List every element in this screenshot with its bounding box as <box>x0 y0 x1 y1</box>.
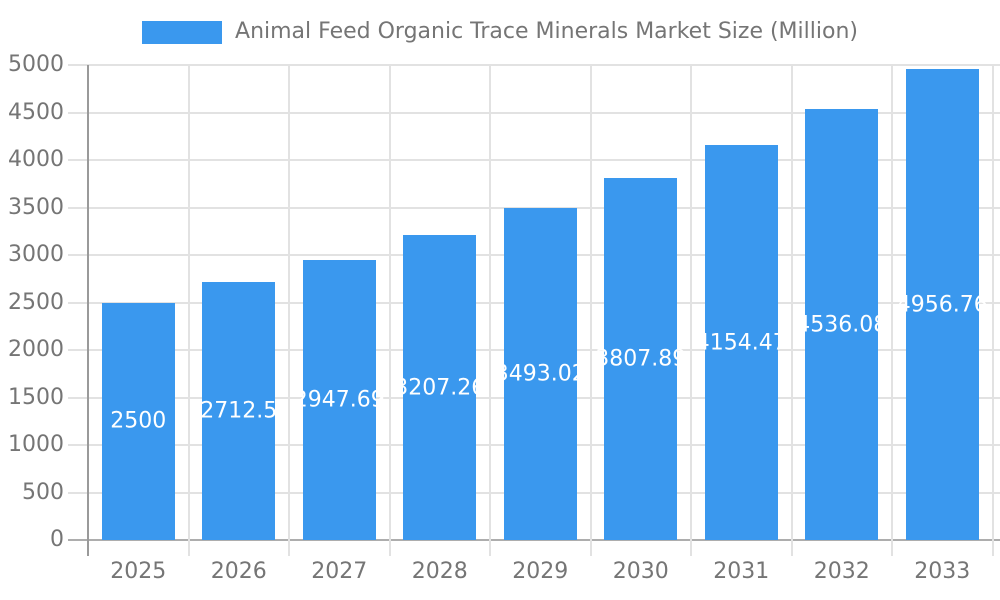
bar-value-label: 3807.89 <box>595 346 687 372</box>
y-tick-label: 500 <box>22 479 64 505</box>
bar: 2947.69 <box>294 259 385 540</box>
y-tick-label: 1500 <box>8 384 64 410</box>
y-tick-label: 0 <box>50 527 64 552</box>
gridline-vertical <box>288 64 290 556</box>
bar: 4154.47 <box>696 145 787 540</box>
gridline-vertical <box>589 64 592 556</box>
bar-value-label: 2500 <box>110 408 167 434</box>
x-tick-label: 2027 <box>311 559 368 584</box>
gridline-horizontal <box>68 206 1000 209</box>
bar: 4956.76 <box>897 69 988 540</box>
y-tick-label: 4000 <box>8 147 64 172</box>
gridline-horizontal <box>68 111 1000 114</box>
bar: 3493.02 <box>495 208 586 540</box>
x-tick-label: 2026 <box>210 559 267 584</box>
x-tick-label: 2032 <box>813 559 870 584</box>
bar: 3807.89 <box>595 178 686 540</box>
gridline-vertical <box>489 64 491 556</box>
bar-value-label: 4154.47 <box>695 330 787 356</box>
y-tick-label: 2000 <box>8 337 64 362</box>
bar-value-label: 4956.76 <box>896 292 988 318</box>
bar: 2712.5 <box>200 282 278 540</box>
bar-value-label: 3207.26 <box>394 375 486 401</box>
bar-value-label: 2712.5 <box>200 398 278 424</box>
legend-swatch <box>142 20 223 44</box>
gridline-horizontal <box>68 64 1000 66</box>
x-tick-label: 2033 <box>914 559 971 584</box>
gridline-vertical <box>891 64 893 556</box>
x-tick-label: 2029 <box>512 559 569 584</box>
gridline-horizontal <box>68 159 1000 161</box>
y-tick-label: 3000 <box>8 242 64 267</box>
y-tick-label: 3500 <box>8 194 64 220</box>
gridline-vertical <box>690 64 692 556</box>
bar: 3207.26 <box>394 235 485 540</box>
x-tick-label: 2031 <box>713 559 770 584</box>
gridline-vertical <box>991 64 994 556</box>
y-tick-label: 4500 <box>8 99 64 125</box>
bar-value-label: 2947.69 <box>293 387 385 413</box>
gridline-vertical <box>187 64 190 556</box>
y-tick-label: 1000 <box>8 432 64 457</box>
y-axis-line <box>87 65 89 556</box>
legend-label: Animal Feed Organic Trace Minerals Marke… <box>235 19 858 44</box>
x-tick-label: 2025 <box>110 559 167 584</box>
x-axis-line <box>68 539 1000 541</box>
bar: 2500 <box>101 302 175 540</box>
gridline-vertical <box>388 64 391 556</box>
x-tick-label: 2028 <box>411 559 468 584</box>
gridline-vertical <box>790 64 793 556</box>
y-tick-label: 2500 <box>8 289 64 315</box>
y-tick-label: 5000 <box>8 52 64 77</box>
x-tick-label: 2030 <box>612 559 669 584</box>
bar-value-label: 3493.02 <box>494 361 586 387</box>
legend-item[interactable]: Animal Feed Organic Trace Minerals Marke… <box>0 18 1000 46</box>
bar: 4536.08 <box>796 109 887 540</box>
bar-value-label: 4536.08 <box>796 312 888 338</box>
